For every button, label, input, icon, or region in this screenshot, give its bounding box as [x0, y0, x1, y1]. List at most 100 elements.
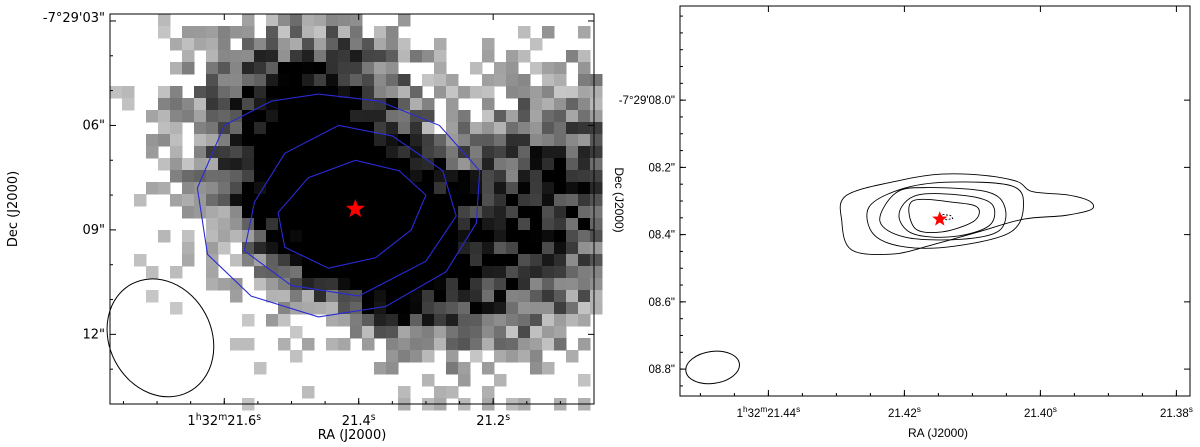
- right-y-tick-label: 08.8": [649, 364, 675, 376]
- heatmap-cell: [170, 170, 183, 183]
- heatmap-cell: [566, 194, 579, 207]
- heatmap-cell: [566, 50, 579, 63]
- heatmap-cell: [338, 314, 351, 327]
- heatmap-cell: [446, 386, 459, 399]
- heatmap-cell: [218, 278, 231, 291]
- heatmap-cell: [422, 98, 435, 111]
- heatmap-cell: [338, 26, 351, 39]
- left-beam-ellipse: [106, 278, 215, 398]
- heatmap-cell: [302, 38, 315, 51]
- heatmap-cell: [230, 146, 243, 159]
- heatmap-cell: [170, 110, 183, 123]
- heatmap-cell: [194, 182, 207, 195]
- heatmap-cell: [326, 26, 339, 39]
- heatmap-cell: [494, 326, 507, 339]
- heatmap-cell: [314, 158, 327, 171]
- heatmap-cell: [242, 182, 255, 195]
- heatmap-cell: [590, 242, 603, 255]
- heatmap-cell: [218, 158, 231, 171]
- heatmap-cell: [530, 170, 543, 183]
- heatmap-cell: [506, 122, 519, 135]
- heatmap-cell: [302, 98, 315, 111]
- heatmap-cell: [278, 50, 291, 63]
- heatmap-cell: [302, 338, 315, 351]
- heatmap-cell: [530, 110, 543, 123]
- heatmap-cell: [326, 338, 339, 351]
- heatmap-cell: [410, 50, 423, 63]
- heatmap-cell: [374, 362, 387, 375]
- heatmap-cell: [218, 242, 231, 255]
- heatmap-cell: [254, 254, 267, 267]
- heatmap-cell: [314, 146, 327, 159]
- heatmap-cell: [326, 98, 339, 111]
- heatmap-cell: [554, 314, 567, 327]
- heatmap-cell: [566, 314, 579, 327]
- heatmap-cell: [182, 206, 195, 219]
- left-x-axis-label: RA (J2000): [318, 428, 387, 443]
- heatmap-cell: [218, 170, 231, 183]
- heatmap-cell: [362, 278, 375, 291]
- heatmap-cell: [494, 254, 507, 267]
- right-beam-shape: [685, 350, 740, 385]
- heatmap-cell: [578, 170, 591, 183]
- heatmap-cell: [350, 230, 363, 243]
- heatmap-cell: [494, 350, 507, 363]
- heatmap-cell: [218, 110, 231, 123]
- heatmap-cell: [314, 206, 327, 219]
- heatmap-cell: [470, 206, 483, 219]
- heatmap-cell: [398, 218, 411, 231]
- heatmap-cell: [338, 14, 351, 27]
- heatmap-cell: [590, 254, 603, 267]
- heatmap-cell: [242, 158, 255, 171]
- heatmap-cell: [434, 206, 447, 219]
- heatmap-cell: [566, 158, 579, 171]
- heatmap-cell: [326, 314, 339, 327]
- heatmap-cell: [326, 62, 339, 75]
- heatmap-cell: [158, 14, 171, 27]
- heatmap-cell: [314, 62, 327, 75]
- heatmap-cell: [266, 110, 279, 123]
- heatmap-cell: [554, 242, 567, 255]
- heatmap-cell: [350, 194, 363, 207]
- heatmap-cell: [290, 98, 303, 111]
- heatmap-cell: [134, 194, 147, 207]
- heatmap-cell: [566, 266, 579, 279]
- heatmap-cell: [482, 278, 495, 291]
- heatmap-cell: [266, 230, 279, 243]
- heatmap-cell: [482, 122, 495, 135]
- heatmap-cell: [506, 50, 519, 63]
- heatmap-cell: [374, 170, 387, 183]
- heatmap-cell: [362, 230, 375, 243]
- heatmap-cell: [362, 110, 375, 123]
- heatmap-cell: [362, 266, 375, 279]
- heatmap-cell: [206, 134, 219, 147]
- heatmap-cell: [338, 218, 351, 231]
- heatmap-cell: [578, 62, 591, 75]
- left-plot-frame: [109, 13, 595, 405]
- heatmap-cell: [446, 86, 459, 99]
- heatmap-cell: [338, 194, 351, 207]
- heatmap-cell: [482, 206, 495, 219]
- heatmap-cell: [470, 122, 483, 135]
- heatmap-cell: [554, 62, 567, 75]
- heatmap-cell: [590, 290, 603, 303]
- left-contour-level-1: [277, 159, 427, 269]
- heatmap-cell: [314, 230, 327, 243]
- heatmap-cell: [158, 26, 171, 39]
- heatmap-cell: [374, 38, 387, 51]
- heatmap-cell: [506, 74, 519, 87]
- heatmap-cell: [182, 242, 195, 255]
- heatmap-cell: [554, 194, 567, 207]
- heatmap-cell: [374, 302, 387, 315]
- heatmap-cell: [482, 110, 495, 123]
- heatmap-cell: [422, 74, 435, 87]
- heatmap-cell: [590, 122, 603, 135]
- right-contour-level-2: [908, 198, 980, 233]
- right-contour-level-3: [898, 193, 996, 238]
- heatmap-cell: [374, 74, 387, 87]
- heatmap-cell: [542, 230, 555, 243]
- heatmap-cell: [458, 230, 471, 243]
- heatmap-cell: [494, 110, 507, 123]
- heatmap-cell: [338, 302, 351, 315]
- heatmap-cell: [458, 362, 471, 375]
